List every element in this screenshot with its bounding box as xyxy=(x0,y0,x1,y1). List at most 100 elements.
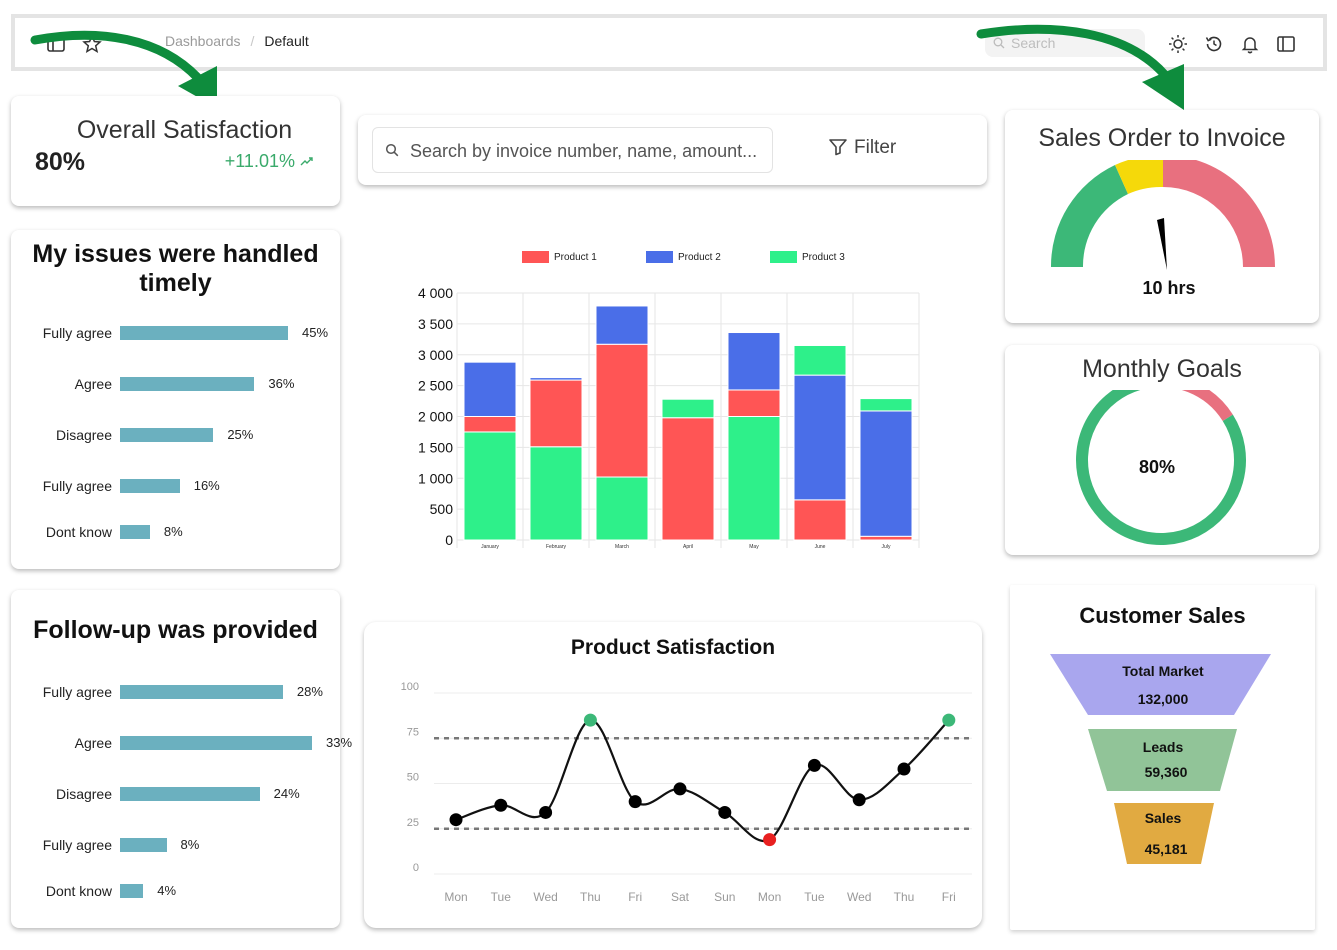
survey-row-pct: 25% xyxy=(227,427,254,442)
gauge-needle xyxy=(1157,218,1167,270)
survey-card-issues-handled: My issues were handled timely Fully agre… xyxy=(11,230,340,569)
filter-icon xyxy=(829,139,847,156)
survey-row-pct: 8% xyxy=(180,837,200,852)
customer-sales-title: Customer Sales xyxy=(1079,603,1246,628)
star-icon[interactable] xyxy=(81,33,103,55)
data-point xyxy=(718,805,732,819)
bar-segment xyxy=(727,389,781,417)
funnel-stage-total-market xyxy=(1050,654,1271,715)
bar-segment xyxy=(463,431,517,541)
funnel-label: Total Market xyxy=(1122,663,1204,679)
top-search-placeholder: Search xyxy=(1011,35,1056,51)
overall-satisfaction-card: Overall Satisfaction 80% +11.01% xyxy=(11,96,340,206)
gauge-segment-green xyxy=(1050,165,1128,267)
bar-segment xyxy=(661,398,715,419)
sales-funnel: Total Market 132,000 Leads 59,360 Sales … xyxy=(1050,654,1271,864)
breadcrumb-parent[interactable]: Dashboards xyxy=(165,33,241,49)
bar-segment xyxy=(529,379,583,448)
survey-bar xyxy=(120,838,167,852)
y-tick-label: 4 000 xyxy=(418,285,453,301)
funnel-value: 45,181 xyxy=(1145,841,1188,857)
data-point xyxy=(539,805,553,819)
stacked-bar-chart: 4 000 3 500 3 000 2 500 2 000 1 500 1 000 500 0 J… xyxy=(418,251,920,550)
data-point xyxy=(897,762,911,776)
gauge-chart: 10 hrs xyxy=(1050,160,1275,298)
filter-button[interactable]: Filter xyxy=(828,137,896,159)
gauge-segment-yellow xyxy=(1115,160,1163,194)
bar-segment xyxy=(463,361,517,418)
top-search-input[interactable]: Search xyxy=(985,29,1145,57)
x-tick-label: Thu xyxy=(580,890,601,904)
y-tick-label: 1 000 xyxy=(418,470,453,486)
legend-swatch xyxy=(646,251,673,263)
survey-bar xyxy=(120,479,180,493)
survey-row: Dont know 8% xyxy=(11,522,340,542)
survey-row-pct: 24% xyxy=(273,786,300,801)
data-point xyxy=(763,833,777,847)
y-tick-label: 3 000 xyxy=(418,347,453,363)
x-tick-label: March xyxy=(615,544,629,550)
survey-bar xyxy=(120,428,214,442)
x-tick-label: Tue xyxy=(804,890,825,904)
survey-row-pct: 45% xyxy=(302,325,329,340)
survey-bar xyxy=(120,377,255,391)
trend-up-icon xyxy=(300,157,313,166)
survey-row-label: Agree xyxy=(74,376,112,392)
data-point xyxy=(583,713,597,727)
survey-row: Disagree 24% xyxy=(11,784,340,804)
survey-title: My issues were handled timely xyxy=(11,240,340,298)
bar-segment xyxy=(529,446,583,541)
survey-title-line1: My issues were handled xyxy=(32,240,319,268)
survey-row: Agree 33% xyxy=(11,733,352,753)
survey-title-line2: timely xyxy=(139,269,212,297)
filter-label: Filter xyxy=(854,137,897,158)
theme-toggle-icon[interactable] xyxy=(1167,33,1189,55)
sidebar-toggle-icon[interactable] xyxy=(45,33,67,55)
funnel-label: Sales xyxy=(1145,810,1182,826)
search-icon xyxy=(385,143,399,157)
product-satisfaction-card: Product Satisfaction 100 75 50 25 0 Mon Tue Wed… xyxy=(364,622,982,928)
funnel-value: 132,000 xyxy=(1138,691,1189,707)
data-point xyxy=(807,758,821,772)
bar-segment xyxy=(727,332,781,391)
product-satisfaction-line-chart: 100 75 50 25 0 Mon Tue Wed Thu Fri Sat Sun Mon Tue Wed… xyxy=(401,681,972,904)
bar-segment xyxy=(859,398,913,412)
data-point xyxy=(449,813,463,827)
survey-bar xyxy=(120,736,312,750)
x-tick-label: June xyxy=(815,544,826,550)
x-tick-label: Fri xyxy=(628,890,642,904)
bar-segment xyxy=(595,476,649,541)
goals-value: 80% xyxy=(1139,457,1175,477)
gauge-segment-red xyxy=(1163,160,1275,267)
breadcrumb-current[interactable]: Default xyxy=(264,33,309,49)
data-point xyxy=(852,793,866,807)
y-tick-label: 2 500 xyxy=(418,378,453,394)
y-tick-label: 3 500 xyxy=(418,316,453,332)
panel-toggle-icon[interactable] xyxy=(1275,33,1297,55)
customer-sales-card: Customer Sales Total Market 132,000 Lead… xyxy=(1010,585,1315,930)
legend-swatch xyxy=(522,251,549,263)
survey-row-pct: 16% xyxy=(193,478,220,493)
history-icon[interactable] xyxy=(1203,33,1225,55)
y-tick-label: 75 xyxy=(407,726,419,738)
survey-row-label: Fully agree xyxy=(42,325,112,341)
gauge-title: Sales Order to Invoice xyxy=(1038,124,1286,152)
y-tick-label: 0 xyxy=(445,532,453,548)
invoice-search-input[interactable]: Search by invoice number, name, amount..… xyxy=(372,127,773,173)
legend-label: Product 2 xyxy=(678,252,721,263)
survey-row-label: Fully agree xyxy=(42,478,112,494)
funnel-stage-sales xyxy=(1114,803,1214,864)
x-tick-label: Sat xyxy=(671,890,690,904)
y-tick-label: 25 xyxy=(407,817,419,829)
sales-order-to-invoice-card: Sales Order to Invoice 10 hrs xyxy=(1005,110,1319,323)
survey-row: Disagree 25% xyxy=(11,425,340,445)
x-tick-label: February xyxy=(546,544,567,550)
x-tick-label: Mon xyxy=(444,890,467,904)
invoice-search-card: Search by invoice number, name, amount..… xyxy=(358,115,987,185)
x-tick-label: Fri xyxy=(942,890,956,904)
overall-delta: +11.01% xyxy=(225,151,314,172)
survey-row-label: Disagree xyxy=(55,427,112,443)
survey-bar xyxy=(120,787,260,801)
bell-icon[interactable] xyxy=(1239,33,1261,55)
top-bar: Dashboards / Default Search xyxy=(11,14,1327,71)
